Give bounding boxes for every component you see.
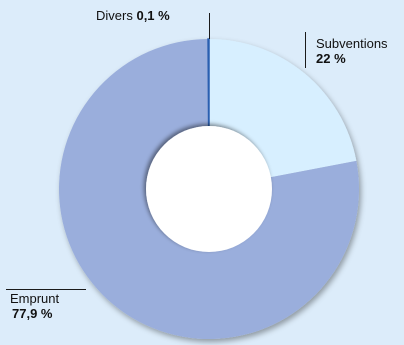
label-emprunt: Emprunt 77,9 % xyxy=(10,291,59,321)
label-divers-name: Divers xyxy=(96,8,133,23)
leader-emprunt xyxy=(6,289,86,290)
label-divers-value: 0,1 % xyxy=(136,8,170,23)
label-emprunt-name: Emprunt xyxy=(10,291,60,306)
leader-subventions xyxy=(305,32,306,68)
leader-divers xyxy=(209,13,210,39)
donut-hole xyxy=(146,126,272,252)
label-subventions-value: 22 % xyxy=(316,51,346,66)
label-emprunt-value: 77,9 % xyxy=(12,306,53,321)
label-subventions: Subventions 22 % xyxy=(316,36,388,66)
label-divers: Divers 0,1 % xyxy=(96,8,170,23)
label-subventions-name: Subventions xyxy=(316,36,388,51)
